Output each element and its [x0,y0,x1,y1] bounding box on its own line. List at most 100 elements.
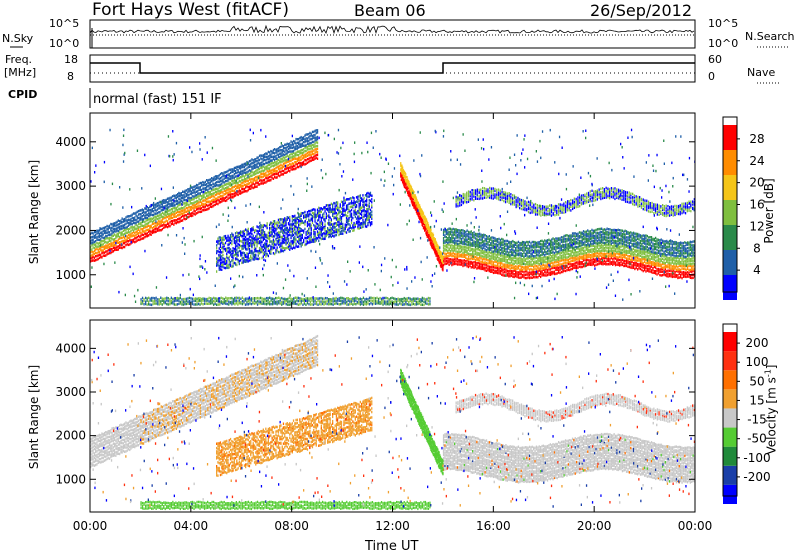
power-echo-cell [497,267,498,270]
power-echo-cell [226,199,227,202]
power-echo-cell [572,232,573,235]
power-echo-cell [231,190,232,193]
power-echo-cell [618,234,619,237]
power-echo-cell [541,257,542,260]
power-echo-cell [647,249,648,252]
power-echo-cell [637,196,638,199]
power-echo-cell [518,265,519,268]
power-echo-cell [589,249,590,252]
power-echo-cell [288,148,289,151]
power-echo-cell [648,247,649,250]
power-echo-cell [608,240,609,243]
power-echo-cell [229,188,230,191]
power-echo-cell [503,241,504,244]
power-echo-cell [599,188,600,191]
power-echo-cell [650,260,651,263]
power-echo-cell [493,266,494,269]
power-echo-cell [582,249,583,252]
power-echo-cell [598,248,599,251]
power-echo-cell [486,266,487,269]
power-echo-cell [183,197,184,200]
power-echo-cell [508,270,509,273]
power-echo-cell [577,257,578,260]
power-echo-cell [530,212,531,215]
power-echo-cell [614,229,615,232]
power-echo-cell [636,195,637,198]
power-echo-cell [461,240,462,243]
power-echo-cell [123,246,124,249]
power-echo-cell [293,165,294,168]
power-echo-cell [693,265,694,268]
power-echo-cell [202,187,203,190]
power-echo-cell [197,184,198,187]
power-echo-cell [269,173,270,176]
power-echo-cell [253,162,254,165]
power-echo-cell [104,227,105,230]
power-echo-cell [619,253,620,256]
power-echo-cell [551,209,552,212]
power-echo-cell [177,218,178,221]
power-echo-cell [662,240,663,243]
power-echo-cell [586,230,587,233]
power-echo-cell [469,244,470,247]
power-echo-cell [483,247,484,250]
power-echo-cell [206,183,207,186]
power-echo-cell [444,253,445,256]
power-echo-cell [161,224,162,227]
power-echo-cell [508,275,509,278]
power-echo-cell [273,152,274,155]
power-echo-cell [627,255,628,258]
power-echo-cell [647,268,648,271]
power-echo-cell [505,251,506,254]
power-echo-cell [106,253,107,256]
power-echo-cell [127,240,128,243]
power-echo-cell [665,274,666,277]
power-echo-cell [283,156,284,159]
power-echo-cell [241,173,242,176]
power-echo-cell [135,212,136,215]
power-echo-cell [236,166,237,169]
power-echo-cell [582,266,583,269]
power-echo-cell [690,252,691,255]
power-echo-cell [654,251,655,254]
power-echo-cell [156,216,157,219]
power-echo-cell [215,191,216,194]
power-echo-cell [287,171,288,174]
power-echo-cell [655,251,656,254]
power-echo-cell [688,206,689,209]
power-echo-cell [646,200,647,203]
power-echo-cell [195,213,196,216]
power-echo-cell [659,250,660,253]
power-echo-cell [530,263,531,266]
power-echo-cell [521,263,522,266]
power-echo-cell [493,240,494,243]
power-echo-cell [109,231,110,234]
power-echo-cell [572,263,573,266]
power-echo-cell [590,254,591,257]
power-echo-cell [272,169,273,172]
power-echo-cell [232,182,233,185]
power-echo-cell [604,250,605,253]
power-echo-cell [655,260,656,263]
power-echo-cell [190,200,191,203]
power-echo-cell [182,201,183,204]
power-echo-cell [509,202,510,205]
power-echo-cell [250,170,251,173]
power-echo-cell [482,236,483,239]
power-echo-cell [511,248,512,251]
power-echo-cell [504,274,505,277]
power-echo-cell [254,171,255,174]
power-echo-cell [482,244,483,247]
power-echo-cell [196,212,197,215]
power-echo-cell [234,182,235,185]
power-echo-cell [525,266,526,269]
power-echo-cell [558,269,559,272]
power-echo-cell [196,200,197,203]
power-echo-cell [232,190,233,193]
power-echo-cell [143,225,144,228]
power-echo-cell [503,200,504,203]
power-echo-cell [192,189,193,192]
power-echo-cell [634,268,635,271]
power-echo-cell [119,244,120,247]
power-echo-cell [96,242,97,245]
